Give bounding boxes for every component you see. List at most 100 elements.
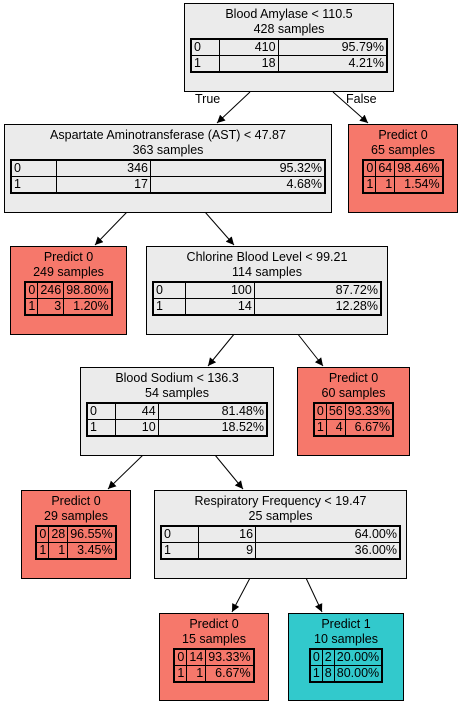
class-label: 1 bbox=[152, 298, 187, 316]
class-count: 100 bbox=[185, 281, 255, 299]
class-percent: 36.00% bbox=[255, 542, 401, 560]
class-percent: 4.68% bbox=[150, 176, 326, 194]
class-count: 17 bbox=[55, 176, 152, 194]
class-percent: 93.33% bbox=[344, 402, 394, 420]
node-samples: 65 samples bbox=[371, 143, 435, 157]
class-count: 246 bbox=[37, 281, 65, 299]
class-label: 1 bbox=[362, 176, 377, 194]
class-count: 2 bbox=[321, 648, 335, 666]
class-row-0: 0 44 81.48% bbox=[86, 402, 268, 420]
class-label: 0 bbox=[152, 281, 187, 299]
class-percent: 95.32% bbox=[150, 159, 326, 177]
class-label: 0 bbox=[190, 38, 220, 56]
class-distribution-table: 0 16 64.00% 1 9 36.00% bbox=[160, 525, 401, 560]
class-count: 18 bbox=[218, 55, 279, 73]
class-row-0: 0 64 98.46% bbox=[362, 159, 444, 177]
edge-n6-n9 bbox=[214, 454, 244, 490]
class-row-1: 1 18 4.21% bbox=[190, 55, 388, 73]
class-count: 4 bbox=[325, 419, 346, 437]
leaf-node-predict-0: Predict 0 29 samples 0 28 96.55% 1 1 3.4… bbox=[21, 490, 131, 579]
class-label: 0 bbox=[10, 159, 57, 177]
class-percent: 93.33% bbox=[205, 648, 255, 666]
class-row-1: 1 4 6.67% bbox=[313, 419, 394, 437]
edge-n1-n2 bbox=[216, 91, 251, 124]
edge-n1-n3 bbox=[332, 91, 369, 124]
class-row-0: 0 346 95.32% bbox=[10, 159, 326, 177]
class-count: 1 bbox=[48, 542, 69, 560]
class-percent: 87.72% bbox=[253, 281, 382, 299]
node-samples: 25 samples bbox=[248, 509, 313, 523]
class-count: 410 bbox=[218, 38, 279, 56]
edge-n6-n8 bbox=[107, 454, 144, 490]
class-count: 1 bbox=[375, 176, 396, 194]
class-count: 64 bbox=[375, 159, 396, 177]
class-count: 16 bbox=[198, 525, 257, 543]
class-label: 1 bbox=[10, 176, 57, 194]
node-samples: 60 samples bbox=[321, 386, 386, 400]
node-samples: 428 samples bbox=[253, 22, 325, 36]
class-count: 10 bbox=[114, 419, 159, 437]
edge-n5-n6 bbox=[207, 332, 236, 367]
class-label: 0 bbox=[173, 648, 188, 666]
edge-n9-n11 bbox=[305, 577, 323, 613]
edge-n2-n5 bbox=[204, 211, 235, 246]
class-row-1: 1 8 80.00% bbox=[309, 665, 383, 683]
node-samples: 54 samples bbox=[145, 386, 209, 400]
class-percent: 1.54% bbox=[394, 176, 444, 194]
class-row-0: 0 16 64.00% bbox=[160, 525, 401, 543]
class-percent: 18.52% bbox=[157, 419, 268, 437]
class-percent: 96.55% bbox=[67, 525, 117, 543]
edge-n2-n4 bbox=[94, 211, 128, 246]
class-distribution-table: 0 44 81.48% 1 10 18.52% bbox=[86, 402, 268, 437]
class-label: 0 bbox=[35, 525, 50, 543]
node-title: Aspartate Aminotransferase (AST) < 47.87 bbox=[50, 128, 286, 142]
node-samples: 15 samples bbox=[182, 632, 246, 646]
node-title: Predict 0 bbox=[378, 128, 428, 142]
class-percent: 3.45% bbox=[67, 542, 117, 560]
leaf-node-predict-0: Predict 0 249 samples 0 246 98.80% 1 3 1… bbox=[10, 246, 127, 335]
split-node-blood-sodium: Blood Sodium < 136.3 54 samples 0 44 81.… bbox=[80, 367, 274, 456]
class-count: 56 bbox=[325, 402, 346, 420]
class-count: 14 bbox=[186, 648, 207, 666]
class-distribution-table: 0 2 20.00% 1 8 80.00% bbox=[308, 648, 384, 683]
split-node-respiratory-frequency: Respiratory Frequency < 19.47 25 samples… bbox=[154, 490, 407, 579]
node-title: Chlorine Blood Level < 99.21 bbox=[186, 250, 348, 264]
edge-n5-n7 bbox=[296, 332, 324, 367]
class-count: 1 bbox=[186, 665, 207, 683]
class-row-0: 0 410 95.79% bbox=[190, 38, 388, 56]
node-title: Predict 0 bbox=[51, 494, 101, 508]
class-distribution-table: 0 56 93.33% 1 4 6.67% bbox=[312, 402, 395, 437]
class-percent: 81.48% bbox=[157, 402, 268, 420]
node-title: Predict 1 bbox=[321, 617, 371, 631]
class-percent: 98.80% bbox=[63, 281, 113, 299]
leaf-node-predict-0: Predict 0 60 samples 0 56 93.33% 1 4 6.6… bbox=[297, 367, 410, 456]
class-distribution-table: 0 410 95.79% 1 18 4.21% bbox=[190, 38, 388, 73]
split-node-blood-amylase: Blood Amylase < 110.5 428 samples 0 410 … bbox=[184, 3, 394, 92]
class-distribution-table: 0 28 96.55% 1 1 3.45% bbox=[35, 525, 117, 560]
class-row-0: 0 28 96.55% bbox=[35, 525, 117, 543]
class-percent: 1.20% bbox=[63, 298, 113, 316]
class-distribution-table: 0 100 87.72% 1 14 12.28% bbox=[152, 281, 382, 316]
class-label: 1 bbox=[190, 55, 220, 73]
class-row-1: 1 1 3.45% bbox=[35, 542, 117, 560]
class-percent: 95.79% bbox=[277, 38, 388, 56]
class-label: 1 bbox=[160, 542, 200, 560]
edge-label-false: False bbox=[346, 92, 377, 106]
class-count: 346 bbox=[55, 159, 152, 177]
node-samples: 114 samples bbox=[232, 265, 302, 279]
split-node-chlorine: Chlorine Blood Level < 99.21 114 samples… bbox=[146, 246, 388, 335]
class-percent: 4.21% bbox=[277, 55, 388, 73]
node-title: Blood Sodium < 136.3 bbox=[115, 371, 239, 385]
class-percent: 80.00% bbox=[333, 665, 383, 683]
node-title: Blood Amylase < 110.5 bbox=[225, 7, 353, 21]
class-label: 1 bbox=[24, 298, 39, 316]
class-row-1: 1 1 6.67% bbox=[173, 665, 255, 683]
class-percent: 6.67% bbox=[344, 419, 394, 437]
class-row-1: 1 9 36.00% bbox=[160, 542, 401, 560]
leaf-node-predict-0: Predict 0 65 samples 0 64 98.46% 1 1 1.5… bbox=[348, 124, 458, 213]
node-title: Predict 0 bbox=[328, 371, 379, 385]
class-distribution-table: 0 246 98.80% 1 3 1.20% bbox=[24, 281, 113, 316]
class-row-0: 0 100 87.72% bbox=[152, 281, 382, 299]
class-distribution-table: 0 14 93.33% 1 1 6.67% bbox=[173, 648, 255, 683]
class-label: 1 bbox=[35, 542, 50, 560]
